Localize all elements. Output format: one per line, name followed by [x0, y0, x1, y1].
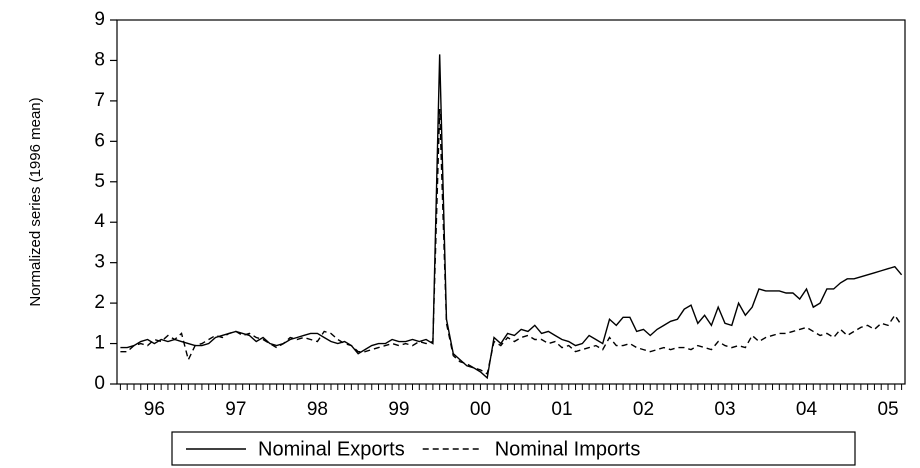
x-tick-label: 05 [877, 399, 898, 420]
x-tick-label: 02 [633, 399, 654, 420]
y-tick-label: 9 [94, 9, 105, 30]
x-tick-label: 99 [388, 399, 409, 420]
x-tick-label: 96 [144, 399, 165, 420]
y-tick-label: 6 [94, 130, 105, 151]
x-tick-label: 98 [307, 399, 328, 420]
legend-label: Nominal Exports [258, 438, 405, 460]
x-tick-label: 01 [551, 399, 572, 420]
y-tick-label: 3 [94, 252, 105, 273]
y-axis-label: Normalized series (1996 mean) [27, 97, 44, 306]
y-tick-label: 2 [94, 292, 105, 313]
y-tick-label: 0 [94, 373, 105, 394]
x-tick-label: 03 [714, 399, 735, 420]
legend-box [171, 431, 856, 466]
plot-frame [116, 19, 906, 385]
x-tick-label: 04 [796, 399, 818, 420]
x-tick-label: 00 [470, 399, 491, 420]
y-tick-label: 4 [94, 211, 105, 232]
series-line [120, 54, 903, 380]
y-tick-label: 7 [94, 90, 105, 111]
y-tick-label: 1 [94, 333, 105, 354]
y-tick-label: 5 [94, 171, 105, 192]
legend-label: Nominal Imports [495, 438, 641, 460]
y-tick-label: 8 [94, 49, 105, 70]
x-tick-label: 97 [225, 399, 246, 420]
series-line [120, 108, 903, 375]
